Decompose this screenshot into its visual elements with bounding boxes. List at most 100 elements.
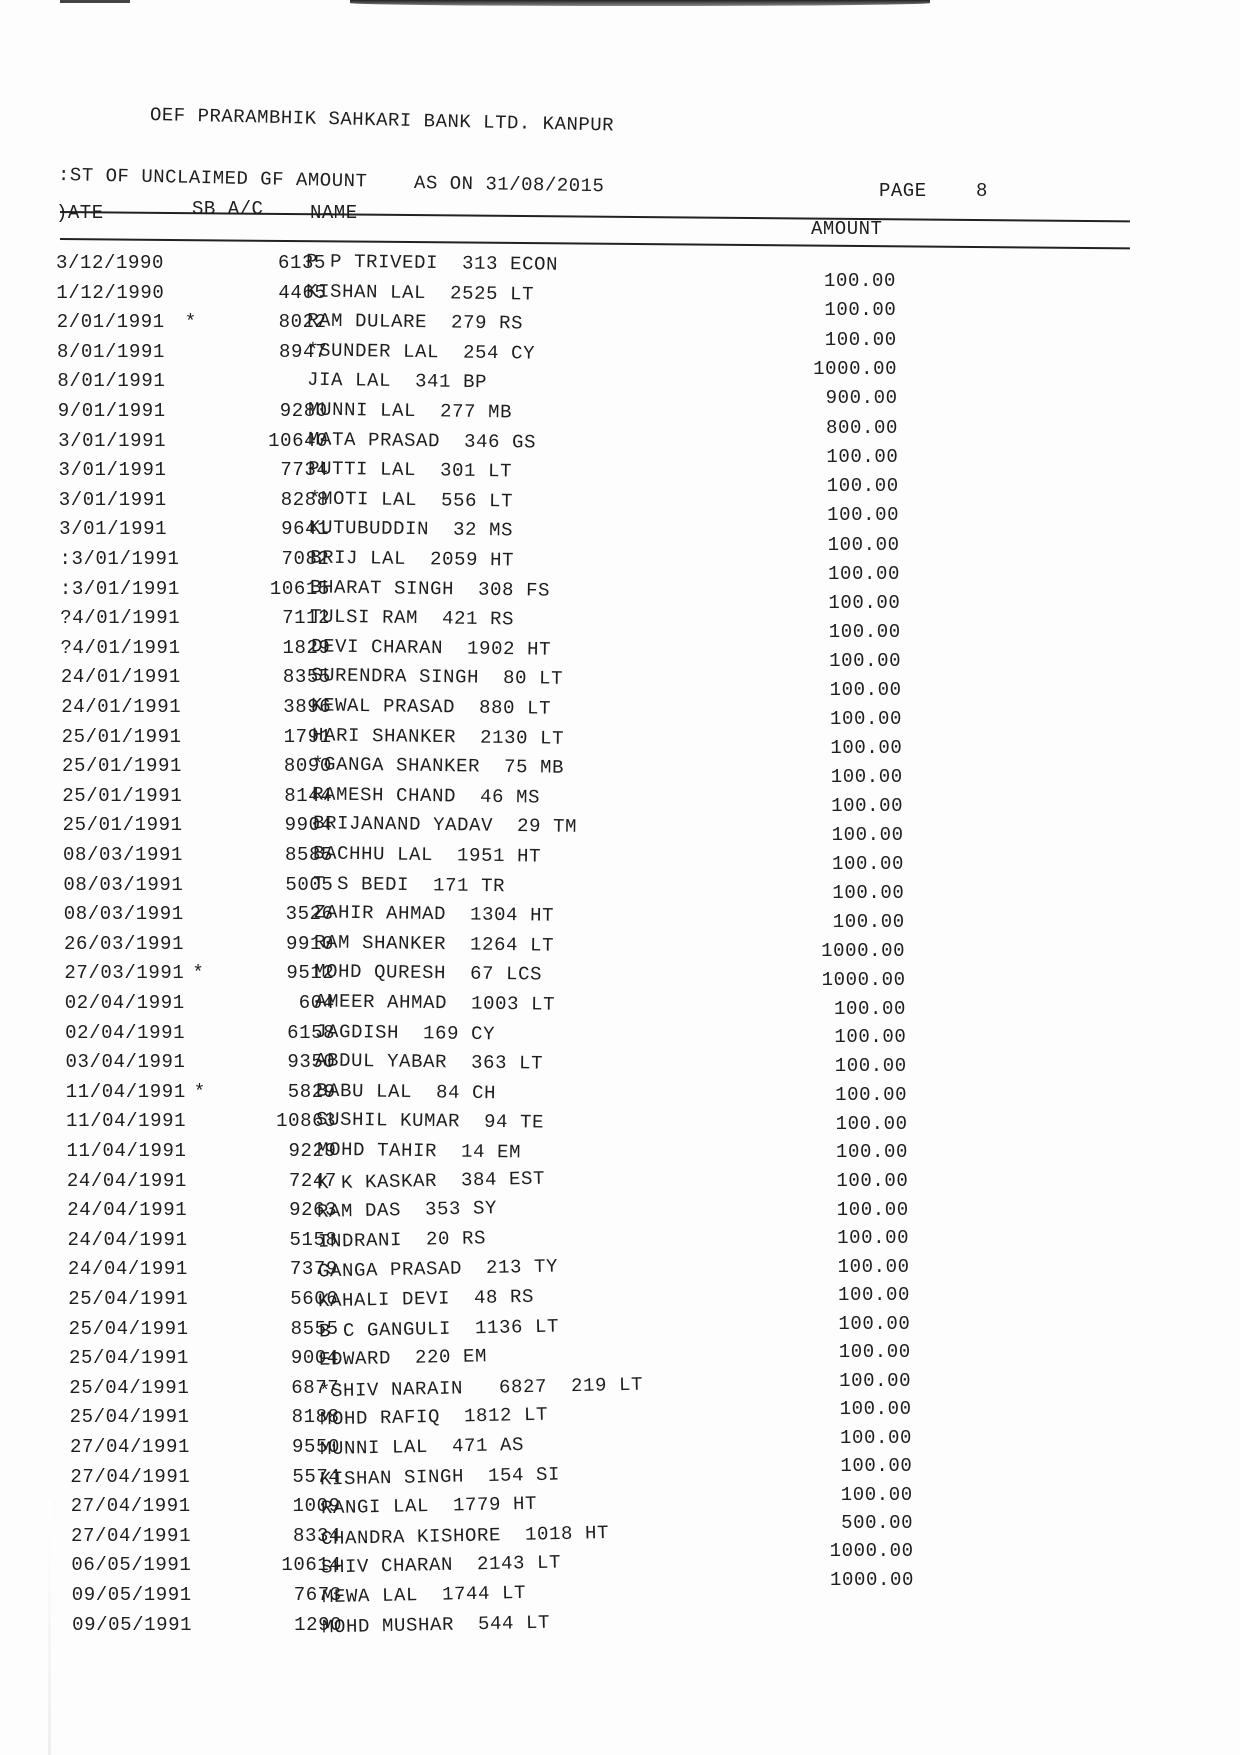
table-row: 9/01/1991 9280 MUNNI LAL 277 MB [58, 398, 758, 428]
entry-date: 3/01/1991 [59, 518, 168, 541]
sb-account-number: 1009 [292, 1495, 341, 1518]
column-header-sb-ac: SB A/C [192, 198, 264, 220]
amount: 100.00 [826, 475, 899, 498]
amount: 100.00 [828, 591, 901, 614]
account-name: CHANDRA KISHORE 1018 HT [320, 1521, 610, 1550]
account-name: HARI SHANKER 2130 LT [311, 723, 564, 750]
entry-date: 27/04/1991 [71, 1524, 192, 1547]
entry-date: 25/04/1991 [69, 1406, 190, 1429]
amount: 100.00 [839, 1426, 912, 1449]
flag-star: * [192, 962, 205, 985]
amount: 100.00 [824, 299, 897, 322]
sb-account-number: 5158 [289, 1228, 338, 1251]
table-row: 08/03/1991 5005 T S BEDI 171 TR [63, 872, 763, 902]
entry-date: 25/01/1991 [61, 755, 182, 778]
table-row: 25/01/1991 9904 BRIJANAND YADAV 29 TM [63, 813, 763, 842]
sb-account-number: 1791 [283, 725, 332, 748]
sb-account-number: 8585 [284, 844, 333, 866]
scan-artifact [350, 0, 930, 6]
table-row: 24/01/1991 3896 KEWAL PRASAD 880 LT [61, 694, 761, 724]
table-row: 24/04/1991 7247 K K KASKAR 384 EST [67, 1167, 767, 1198]
sb-account-number: 6158 [287, 1021, 336, 1044]
amount: 100.00 [826, 445, 899, 468]
account-name: SURENDRA SINGH 80 LT [310, 664, 564, 691]
sb-account-number: 5574 [292, 1465, 341, 1488]
account-name: ZAHIR AHMAD 1304 HT [313, 901, 554, 927]
entry-date: 24/01/1991 [60, 666, 181, 689]
sb-account-number: 9910 [286, 932, 335, 955]
account-name: MOHD TAHIR 14 EM [316, 1138, 521, 1164]
sb-account-number: 8144 [284, 784, 333, 807]
amount: 100.00 [838, 1341, 911, 1364]
account-name: INDRANI 20 RS [317, 1227, 486, 1253]
account-name: BACHHU LAL 1951 HT [312, 842, 542, 868]
entry-date: 11/04/1991 [66, 1110, 187, 1133]
amount: 100.00 [832, 882, 905, 905]
table-row: 27/04/1991 1009 RANGI LAL 1779 HT [71, 1493, 771, 1523]
table-row: 25/01/1991 1791 HARI SHANKER 2130 LT [61, 723, 762, 754]
table-row: 27/04/1991 5574 KISHAN SINGH 154 SI [70, 1463, 770, 1494]
sb-account-number: 8555 [290, 1317, 339, 1340]
table-row: 25/01/1991 8144 RAMESH CHAND 46 MS [62, 783, 762, 813]
amount: 100.00 [834, 1026, 907, 1049]
header-rule-bottom [59, 238, 1130, 250]
sb-account-number: 9280 [279, 400, 328, 422]
amount: 100.00 [827, 533, 900, 556]
entry-date: :3/01/1991 [59, 548, 180, 570]
sb-account-number: 7379 [289, 1258, 338, 1281]
amount: 100.00 [834, 1055, 907, 1078]
sb-account-number: 9641 [281, 518, 330, 541]
entry-date: 25/04/1991 [69, 1376, 190, 1399]
table-row: 2/01/1991 * 8022 RAM DULARE 279 RS [57, 310, 757, 339]
entry-date: 3/12/1990 [56, 252, 165, 274]
entry-date: 3/01/1991 [58, 459, 167, 482]
amount: 100.00 [831, 824, 904, 847]
account-name: MOHD RAFIQ 1812 LT [319, 1404, 548, 1431]
account-name: EDWARD 220 EM [318, 1345, 488, 1371]
table-row: 25/04/1991 8188 MOHD RAFIQ 1812 LT [69, 1404, 770, 1434]
entry-date: 25/01/1991 [62, 784, 183, 807]
column-header-amount: AMOUNT [811, 218, 883, 240]
amount: 100.00 [829, 650, 902, 673]
amount: 100.00 [830, 737, 903, 760]
entry-date: 25/01/1991 [61, 725, 182, 748]
entry-date: ?4/01/1991 [60, 636, 181, 659]
entry-date: 24/04/1991 [67, 1199, 188, 1222]
account-name: MUNNI LAL 277 MB [307, 398, 512, 424]
account-name: RAM SHANKER 1264 LT [313, 931, 555, 957]
amount: 100.00 [828, 621, 901, 644]
entry-date: 3/01/1991 [58, 429, 167, 452]
table-row: 8/01/1991 JIA LAL 341 BP [57, 369, 757, 398]
account-name: K K KASKAR 384 EST [316, 1167, 546, 1194]
entry-date: 8/01/1991 [57, 370, 166, 393]
entry-date: ?4/01/1991 [60, 607, 181, 630]
account-name: SUSHIL KUMAR 94 TE [315, 1108, 545, 1134]
account-name: P P TRIVEDI 313 ECON [305, 250, 559, 276]
account-name: MOHD QURESH 67 LCS [314, 960, 543, 986]
table-row: 26/03/1991 9910 RAM SHANKER 1264 LT [64, 931, 764, 961]
entry-date: 08/03/1991 [63, 873, 184, 896]
entry-date: 08/03/1991 [63, 903, 184, 926]
table-row: 3/01/1991 7734 PUTTI LAL 301 LT [58, 458, 758, 487]
account-name: KEWAL PRASAD 880 LT [311, 694, 552, 720]
amount: 1000.00 [813, 358, 898, 381]
account-name: DEVI CHARAN 1902 HT [310, 635, 551, 661]
account-name: BHARAT SINGH 308 FS [309, 575, 551, 602]
table-row: 27/04/1991 8334 CHANDRA KISHORE 1018 HT [71, 1521, 771, 1553]
account-name: JIA LAL 341 BP [307, 369, 488, 394]
sb-account-number: 7112 [282, 607, 331, 630]
sb-account-number: 3896 [283, 696, 332, 718]
table-row: :3/01/1991 7082 BRIJ LAL 2059 HT [59, 547, 760, 576]
table-row: 3/01/1991 8288 *MOTI LAL 556 LT [59, 487, 759, 517]
amount: 100.00 [829, 708, 902, 731]
amount: 100.00 [840, 1483, 913, 1506]
table-row: 24/01/1991 8355 SURENDRA SINGH 80 LT [60, 664, 761, 694]
entry-date: 02/04/1991 [64, 992, 185, 1014]
sb-account-number: 5005 [285, 873, 334, 896]
table-row: 27/03/1991 * 9512 MOHD QURESH 67 LCS [64, 960, 764, 990]
account-name: B C GANGULI 1136 LT [318, 1315, 559, 1343]
account-name: RAM DAS 353 SY [316, 1197, 498, 1224]
account-name: *GANGA SHANKER 75 MB [311, 753, 565, 779]
entry-date: 03/04/1991 [65, 1051, 186, 1074]
account-name: KISHAN LAL 2525 LT [306, 280, 535, 306]
